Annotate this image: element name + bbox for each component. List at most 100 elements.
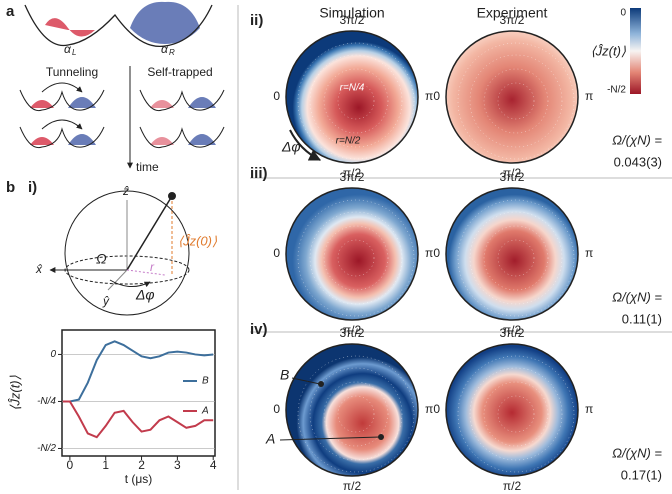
double-well	[24, 1, 213, 48]
y-axis-label: ⟨Ĵz(t)⟩	[7, 375, 22, 410]
contour	[337, 395, 375, 433]
time-label: time	[136, 160, 159, 174]
contour	[297, 355, 415, 473]
well-hump	[150, 137, 174, 145]
contour	[309, 211, 403, 305]
angle-label: 0	[433, 246, 440, 260]
angle-label: π	[425, 402, 433, 416]
angle-label: π/2	[343, 479, 362, 493]
pointer	[279, 436, 381, 441]
legend-label: A	[201, 406, 209, 417]
annotation: r=N/2	[336, 136, 361, 147]
self-trapped-label: Self-trapped	[147, 65, 212, 79]
contour	[309, 54, 403, 148]
dphi-label: Δφ	[135, 287, 155, 303]
colorbar-top: 0	[620, 8, 626, 19]
angle-label: 0	[273, 89, 280, 103]
ratio-label: Ω/(χN) =	[612, 132, 662, 147]
angle-label: 0	[273, 246, 280, 260]
contour	[483, 68, 549, 134]
jz0-label: ⟨Ĵz(0)⟩	[178, 233, 217, 248]
angle-label: 3π/2	[340, 13, 365, 27]
well-hump	[30, 137, 54, 145]
well-hump	[150, 100, 174, 108]
x-tick-label: 4	[210, 458, 217, 472]
axis-y: ŷ	[102, 294, 110, 308]
contour	[297, 199, 415, 317]
column-header: Simulation	[319, 5, 384, 21]
contour	[469, 367, 563, 461]
angle-label: π	[585, 402, 593, 416]
annotation: Δφ	[281, 139, 301, 155]
x-axis-label: t (μs)	[125, 472, 153, 486]
polar-map	[445, 343, 579, 477]
series-line	[62, 340, 214, 403]
pointer	[291, 377, 321, 385]
polar-maps: ii) 3π/20 ππ/23π/20 ππ/2Ω/(χN) =0.043(3)iii…	[250, 12, 662, 493]
polar-map	[285, 30, 419, 164]
contour	[337, 82, 375, 120]
well	[139, 89, 225, 112]
colorbar	[630, 8, 641, 94]
point-marker	[378, 434, 384, 440]
angle-label: 0	[433, 89, 440, 103]
polar-map	[285, 343, 419, 477]
contour	[497, 395, 535, 433]
polar-map	[445, 30, 579, 164]
well	[19, 126, 105, 149]
angle-label: π/2	[343, 323, 362, 337]
tunnel-arrow	[41, 82, 83, 93]
angle-label: 3π/2	[500, 170, 525, 184]
y-tick-label: 0	[50, 349, 56, 360]
angle-label: π	[585, 89, 593, 103]
angle-label: 3π/2	[500, 326, 525, 340]
well-hump	[68, 134, 96, 145]
angle-label: π	[585, 246, 593, 260]
contour	[323, 68, 389, 134]
alpha-symbol: α	[161, 42, 169, 56]
y-tick-label: -N/2	[37, 443, 56, 454]
line-chart: 0 1 2 3 4 0 -N/4 -N/2 B At (μs) ⟨Ĵz(t)⟩	[7, 329, 217, 486]
contour	[483, 381, 549, 447]
panel-label: a	[6, 3, 15, 20]
contour	[469, 54, 563, 148]
contour	[337, 239, 375, 277]
well-hump	[30, 100, 54, 108]
angle-label: 0	[273, 402, 280, 416]
point-marker	[318, 381, 324, 387]
well	[19, 89, 105, 112]
bloch-sphere	[49, 190, 190, 316]
contour	[323, 381, 389, 447]
ratio-value: 0.17(1)	[621, 467, 662, 482]
contour	[497, 239, 535, 277]
alpha-sub: L	[72, 48, 76, 57]
ratio-label: Ω/(χN) =	[612, 445, 662, 460]
colorbar-bottom: -N/2	[607, 85, 626, 96]
axis-z: ẑ	[122, 184, 129, 198]
well-hump	[68, 97, 96, 108]
column-header: Experiment	[477, 5, 548, 21]
contour	[457, 355, 575, 473]
x-tick-label: 0	[67, 458, 74, 472]
axis-x: x̂	[35, 262, 43, 276]
ratio-value: 0.11(1)	[622, 311, 662, 326]
contour	[497, 82, 535, 120]
ratio-label: Ω/(χN) =	[612, 289, 662, 304]
angle-label: 3π/2	[340, 326, 365, 340]
colorbar-label: ⟨Ĵz(t)⟩	[591, 43, 626, 58]
tunnel-arrow	[41, 119, 83, 130]
plot-frame	[61, 329, 216, 457]
contour	[323, 225, 389, 291]
dphi-arrow	[289, 129, 322, 161]
well-hump	[188, 97, 216, 108]
annotation: r=N/4	[340, 83, 365, 94]
series-line	[62, 400, 214, 439]
polar-map	[285, 187, 419, 321]
x-tick-label: 2	[138, 458, 145, 472]
x-tick-label: 3	[174, 458, 181, 472]
y-tick-label: -N/4	[37, 396, 56, 407]
well	[139, 126, 225, 149]
small-wells	[19, 82, 225, 149]
angle-label: 3π/2	[500, 13, 525, 27]
